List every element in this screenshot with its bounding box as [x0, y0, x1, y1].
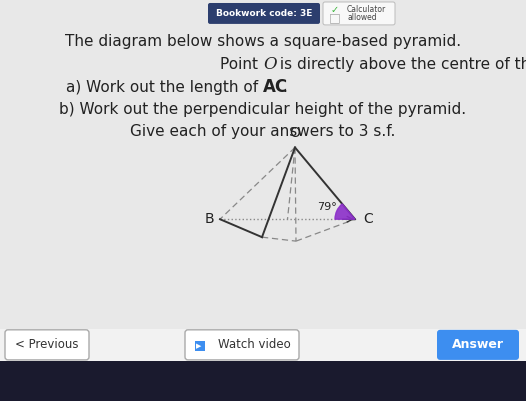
Text: □: □ — [329, 12, 341, 24]
Text: Bookwork code: 3E: Bookwork code: 3E — [216, 9, 312, 18]
FancyBboxPatch shape — [208, 3, 320, 24]
Text: 79°: 79° — [317, 202, 337, 212]
Text: ✓: ✓ — [331, 5, 339, 15]
FancyBboxPatch shape — [0, 361, 526, 401]
Text: is directly above the centre of the base.: is directly above the centre of the base… — [275, 57, 526, 72]
Text: Answer: Answer — [452, 338, 504, 351]
FancyBboxPatch shape — [185, 330, 299, 360]
Wedge shape — [335, 204, 355, 219]
Text: Watch video: Watch video — [218, 338, 290, 351]
Text: < Previous: < Previous — [15, 338, 79, 351]
Text: O: O — [263, 56, 277, 73]
Text: Point: Point — [220, 57, 263, 72]
Text: ▶: ▶ — [196, 343, 201, 349]
Text: C: C — [363, 212, 373, 226]
Text: Give each of your answers to 3 s.f.: Give each of your answers to 3 s.f. — [130, 124, 396, 139]
Text: B: B — [205, 212, 214, 226]
FancyBboxPatch shape — [5, 330, 89, 360]
Text: The diagram below shows a square-based pyramid.: The diagram below shows a square-based p… — [65, 34, 461, 49]
Text: a) Work out the length of: a) Work out the length of — [66, 80, 263, 95]
Text: allowed: allowed — [347, 14, 377, 22]
Text: AC: AC — [263, 78, 288, 96]
Text: .: . — [282, 80, 287, 95]
FancyBboxPatch shape — [0, 329, 526, 361]
FancyBboxPatch shape — [437, 330, 519, 360]
FancyBboxPatch shape — [323, 2, 395, 25]
FancyBboxPatch shape — [195, 341, 205, 351]
Text: O: O — [289, 126, 300, 140]
Text: b) Work out the perpendicular height of the pyramid.: b) Work out the perpendicular height of … — [59, 102, 467, 117]
Text: Calculator: Calculator — [347, 6, 386, 14]
